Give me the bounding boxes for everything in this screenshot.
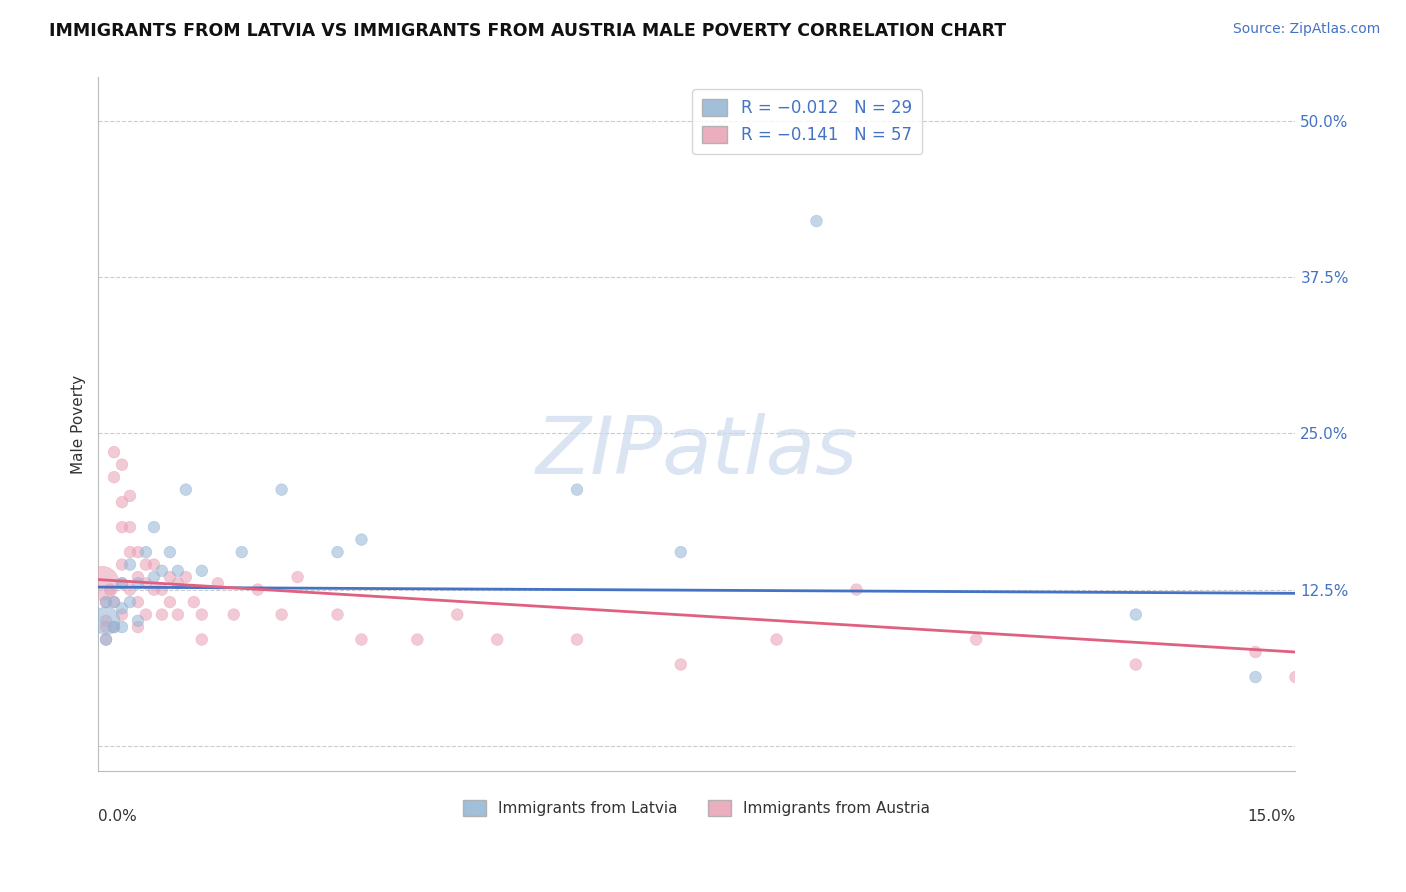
Point bbox=[111, 458, 134, 472]
Point bbox=[486, 632, 509, 647]
Point bbox=[111, 576, 134, 591]
Point bbox=[103, 620, 125, 634]
Point bbox=[565, 632, 588, 647]
Point bbox=[326, 545, 349, 559]
Point bbox=[118, 558, 141, 572]
Point bbox=[91, 576, 114, 591]
Point bbox=[150, 564, 173, 578]
Point bbox=[159, 570, 181, 584]
Point bbox=[167, 607, 190, 622]
Point bbox=[150, 607, 173, 622]
Point bbox=[118, 582, 141, 597]
Point bbox=[183, 595, 205, 609]
Point bbox=[150, 582, 173, 597]
Point bbox=[174, 483, 197, 497]
Point bbox=[1284, 670, 1306, 684]
Point bbox=[118, 489, 141, 503]
Point bbox=[111, 601, 134, 615]
Point bbox=[231, 545, 253, 559]
Point bbox=[669, 657, 692, 672]
Point bbox=[94, 614, 117, 628]
Point bbox=[207, 576, 229, 591]
Text: 15.0%: 15.0% bbox=[1247, 809, 1295, 824]
Point bbox=[118, 595, 141, 609]
Point bbox=[222, 607, 245, 622]
Point bbox=[287, 570, 309, 584]
Point bbox=[135, 545, 157, 559]
Point bbox=[94, 614, 117, 628]
Point bbox=[270, 483, 292, 497]
Point bbox=[167, 564, 190, 578]
Point bbox=[135, 576, 157, 591]
Point bbox=[1244, 645, 1267, 659]
Point bbox=[103, 470, 125, 484]
Text: ZIPatlas: ZIPatlas bbox=[536, 413, 858, 491]
Point bbox=[142, 558, 165, 572]
Point bbox=[669, 545, 692, 559]
Point bbox=[326, 607, 349, 622]
Text: 0.0%: 0.0% bbox=[98, 809, 136, 824]
Point bbox=[246, 582, 269, 597]
Point bbox=[111, 495, 134, 509]
Point bbox=[765, 632, 787, 647]
Point bbox=[191, 607, 214, 622]
Point bbox=[350, 533, 373, 547]
Point bbox=[127, 545, 149, 559]
Point bbox=[127, 576, 149, 591]
Point bbox=[159, 595, 181, 609]
Point bbox=[103, 445, 125, 459]
Text: Source: ZipAtlas.com: Source: ZipAtlas.com bbox=[1233, 22, 1381, 37]
Point bbox=[565, 483, 588, 497]
Point bbox=[135, 558, 157, 572]
Point bbox=[103, 620, 125, 634]
Point bbox=[135, 607, 157, 622]
Point bbox=[965, 632, 987, 647]
Point bbox=[159, 545, 181, 559]
Point bbox=[118, 520, 141, 534]
Point bbox=[111, 607, 134, 622]
Point bbox=[350, 632, 373, 647]
Point bbox=[103, 595, 125, 609]
Point bbox=[98, 582, 121, 597]
Point bbox=[406, 632, 429, 647]
Point bbox=[142, 570, 165, 584]
Point bbox=[111, 520, 134, 534]
Point bbox=[94, 632, 117, 647]
Point bbox=[1244, 670, 1267, 684]
Point bbox=[806, 214, 828, 228]
Point bbox=[118, 545, 141, 559]
Point bbox=[103, 595, 125, 609]
Point bbox=[1125, 607, 1147, 622]
Text: IMMIGRANTS FROM LATVIA VS IMMIGRANTS FROM AUSTRIA MALE POVERTY CORRELATION CHART: IMMIGRANTS FROM LATVIA VS IMMIGRANTS FRO… bbox=[49, 22, 1007, 40]
Y-axis label: Male Poverty: Male Poverty bbox=[72, 375, 86, 474]
Point bbox=[94, 595, 117, 609]
Point bbox=[127, 595, 149, 609]
Point bbox=[127, 614, 149, 628]
Point bbox=[111, 620, 134, 634]
Point bbox=[111, 576, 134, 591]
Point bbox=[142, 520, 165, 534]
Point bbox=[446, 607, 468, 622]
Point bbox=[94, 595, 117, 609]
Point bbox=[270, 607, 292, 622]
Point bbox=[1125, 657, 1147, 672]
Point bbox=[191, 632, 214, 647]
Point bbox=[111, 558, 134, 572]
Point bbox=[142, 582, 165, 597]
Legend: Immigrants from Latvia, Immigrants from Austria: Immigrants from Latvia, Immigrants from … bbox=[457, 794, 936, 822]
Point bbox=[191, 564, 214, 578]
Point bbox=[94, 632, 117, 647]
Point bbox=[127, 570, 149, 584]
Point bbox=[174, 570, 197, 584]
Point bbox=[127, 620, 149, 634]
Point bbox=[167, 576, 190, 591]
Point bbox=[94, 620, 117, 634]
Point bbox=[845, 582, 868, 597]
